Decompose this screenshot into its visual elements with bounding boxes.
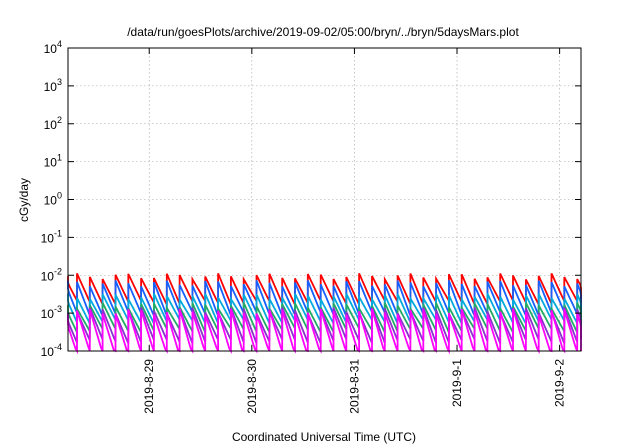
chart-title: /data/run/goesPlots/archive/2019-09-02/0…	[127, 25, 519, 39]
y-tick-label: 10-4	[41, 342, 62, 359]
y-tick-label: 10-2	[41, 266, 62, 283]
series-line	[67, 273, 582, 306]
y-tick-label: 10-3	[41, 304, 62, 321]
x-axis-label: Coordinated Universal Time (UTC)	[232, 430, 416, 444]
y-axis-label: cGy/day	[17, 178, 31, 222]
series-line	[67, 302, 582, 336]
series-line	[67, 280, 582, 317]
x-tick-label: 2019-9-2	[553, 359, 567, 407]
axis-ticks: 10-4 10-3 10-2 10-1 100 101 102 103 104 2019-8-29…	[41, 39, 581, 414]
series-group	[67, 273, 582, 355]
y-tick-label: 10-1	[41, 228, 62, 245]
x-tick-label: 2019-8-30	[245, 359, 259, 414]
series-line	[67, 293, 582, 327]
x-tick-label: 2019-9-1	[450, 359, 464, 407]
y-tick-label: 101	[44, 153, 62, 170]
x-tick-label: 2019-8-31	[347, 359, 361, 414]
y-tick-label: 102	[44, 115, 62, 132]
y-tick-label: 103	[44, 77, 62, 94]
y-tick-label: 100	[44, 191, 62, 208]
series-line	[67, 308, 582, 355]
y-tick-label: 104	[44, 39, 62, 56]
x-tick-label: 2019-8-29	[142, 359, 156, 414]
